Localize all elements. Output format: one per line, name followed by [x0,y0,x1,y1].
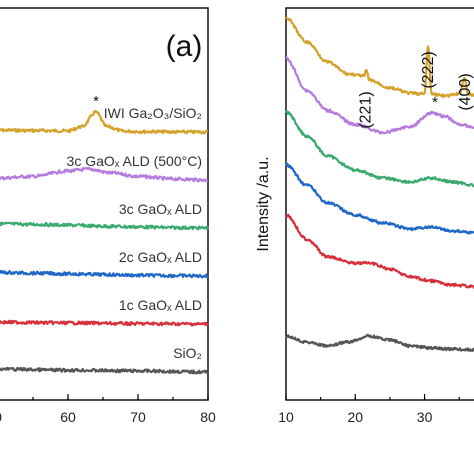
series-line [0,166,209,183]
x-tick-label: 0 [0,409,2,425]
panel-2-frame [285,7,474,401]
peak-label: (222) [420,51,437,88]
series-line [285,213,474,289]
x-tick-label: 10 [278,409,294,425]
series-line [284,162,474,235]
series-line [0,221,210,231]
peak-label: (221) [358,91,375,128]
peak-marker: * [432,94,438,111]
series-line [0,269,209,279]
x-tick-label: 70 [130,409,146,425]
series-line [285,16,474,99]
y-axis-label: Intensity /a.u. [255,156,272,251]
series-line [285,56,474,135]
series-label: 3c GaOₓ ALD (500°C) [67,153,202,169]
x-tick-label: 20 [347,409,363,425]
peak-marker: * [93,93,99,110]
series-line [285,110,474,188]
series-label: 3c GaOₓ ALD [119,201,202,217]
series-line [285,333,474,352]
series-line [0,109,209,135]
x-tick-label: 80 [200,409,216,425]
series-line [0,366,209,375]
x-tick-label: 60 [60,409,76,425]
series-label: 1c GaOₓ ALD [119,297,202,313]
series-label: 2c GaOₓ ALD [119,249,202,265]
panel-label: (a) [166,30,203,63]
peak-label: (400) [457,73,474,110]
series-line [0,319,209,327]
x-tick-label: 30 [417,409,433,425]
series-label: SiO₂ [173,345,202,361]
series-label: IWI Ga₂O₃/SiO₂ [104,105,202,121]
